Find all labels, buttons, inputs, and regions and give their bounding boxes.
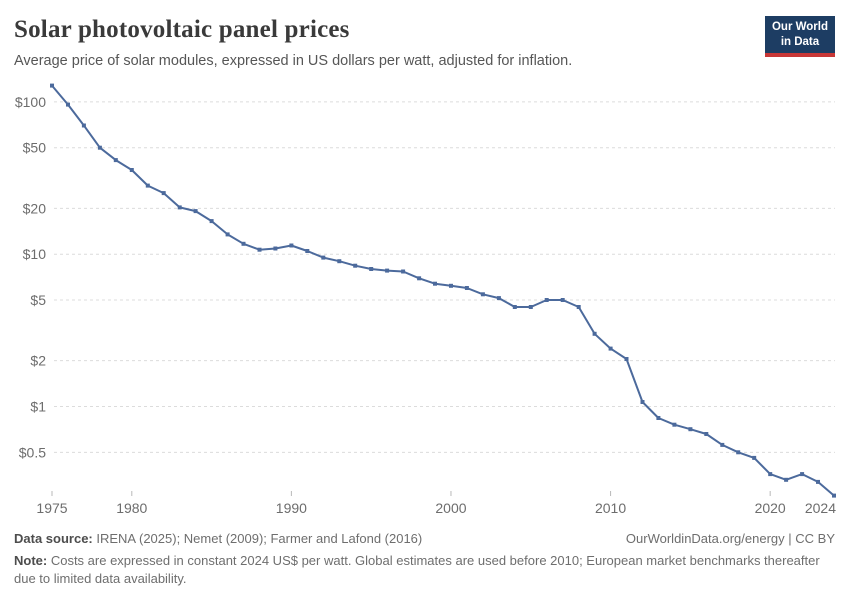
data-point[interactable]	[177, 205, 182, 210]
owid-url-link[interactable]: OurWorldinData.org/energy	[625, 531, 785, 546]
data-point[interactable]	[688, 427, 693, 432]
data-point[interactable]	[464, 286, 469, 290]
x-axis-label: 2020	[755, 500, 786, 516]
data-point[interactable]	[544, 298, 549, 302]
chart-subtitle: Average price of solar modules, expresse…	[14, 53, 573, 69]
data-point[interactable]	[385, 268, 390, 273]
data-point[interactable]	[816, 479, 820, 484]
data-point[interactable]	[66, 102, 70, 107]
y-axis-label: $20	[23, 200, 47, 216]
data-point[interactable]	[560, 298, 565, 302]
data-point[interactable]	[433, 281, 437, 286]
data-point[interactable]	[800, 472, 805, 477]
y-axis-label: $100	[15, 94, 46, 110]
data-point[interactable]	[656, 416, 661, 420]
data-point[interactable]	[50, 83, 54, 88]
data-point[interactable]	[369, 267, 374, 271]
owid-logo-line1: Our World	[771, 21, 828, 33]
data-point[interactable]	[193, 209, 198, 214]
data-source-value: IRENA (2025); Nemet (2009); Farmer and L…	[92, 531, 423, 546]
data-point[interactable]	[720, 442, 725, 447]
x-axis-label: 1990	[276, 500, 307, 516]
data-point[interactable]	[608, 346, 613, 351]
data-point[interactable]	[449, 283, 453, 288]
data-point[interactable]	[337, 259, 342, 264]
data-point[interactable]	[592, 331, 597, 336]
license-label: | CC BY	[784, 531, 835, 546]
data-point[interactable]	[784, 477, 789, 482]
data-point[interactable]	[321, 255, 326, 260]
data-point[interactable]	[145, 183, 150, 188]
data-point[interactable]	[512, 305, 517, 309]
data-point[interactable]	[624, 357, 629, 361]
owid-logo-line2: in Data	[780, 35, 820, 48]
y-axis-label: $50	[23, 140, 47, 156]
data-point[interactable]	[81, 123, 86, 128]
data-point[interactable]	[496, 296, 501, 301]
data-point[interactable]	[161, 191, 166, 196]
x-axis-label: 2024	[805, 500, 836, 516]
owid-logo: Our World in Data	[764, 16, 835, 57]
data-point[interactable]	[528, 305, 533, 309]
data-point[interactable]	[640, 400, 645, 404]
x-axis-label: 2000	[435, 500, 466, 516]
data-point[interactable]	[273, 246, 278, 251]
y-axis-label: $0.5	[19, 444, 46, 460]
data-source-label: Data source:	[14, 531, 93, 546]
chart-note: Note: Costs are expressed in constant 20…	[14, 552, 835, 587]
data-point[interactable]	[736, 450, 741, 455]
page-title: Solar photovoltaic panel prices	[14, 16, 350, 43]
data-point[interactable]	[401, 269, 406, 274]
data-point[interactable]	[305, 249, 310, 253]
y-axis-label: $2	[30, 353, 46, 369]
data-point[interactable]	[113, 158, 118, 163]
data-point[interactable]	[672, 422, 677, 427]
chart-footer: Data source: IRENA (2025); Nemet (2009);…	[14, 531, 835, 587]
data-point[interactable]	[241, 241, 246, 246]
chart-header: Solar photovoltaic panel prices Average …	[14, 16, 835, 69]
price-line	[51, 84, 835, 497]
data-point[interactable]	[768, 472, 773, 477]
data-point[interactable]	[417, 276, 422, 281]
data-point[interactable]	[704, 432, 709, 436]
data-point[interactable]	[576, 305, 581, 309]
y-axis-label: $1	[30, 399, 46, 415]
data-source: Data source: IRENA (2025); Nemet (2009);…	[14, 531, 422, 546]
data-point[interactable]	[832, 493, 836, 498]
note-value: Costs are expressed in constant 2024 US$…	[14, 553, 820, 586]
note-label: Note:	[14, 553, 48, 568]
data-point[interactable]	[209, 219, 214, 224]
data-point[interactable]	[480, 292, 485, 297]
x-axis-label: 2010	[595, 500, 626, 516]
y-axis-label: $10	[23, 246, 47, 262]
data-point[interactable]	[353, 263, 358, 268]
data-point[interactable]	[97, 145, 102, 150]
y-axis-label: $5	[30, 292, 46, 308]
data-point[interactable]	[752, 455, 757, 460]
attribution: OurWorldinData.org/energy | CC BY	[626, 531, 835, 546]
data-point[interactable]	[289, 243, 294, 248]
x-axis-label: 1975	[36, 500, 67, 516]
x-axis-label: 1980	[116, 500, 147, 516]
data-point[interactable]	[225, 232, 230, 237]
data-point[interactable]	[129, 168, 134, 172]
data-point[interactable]	[257, 247, 262, 252]
